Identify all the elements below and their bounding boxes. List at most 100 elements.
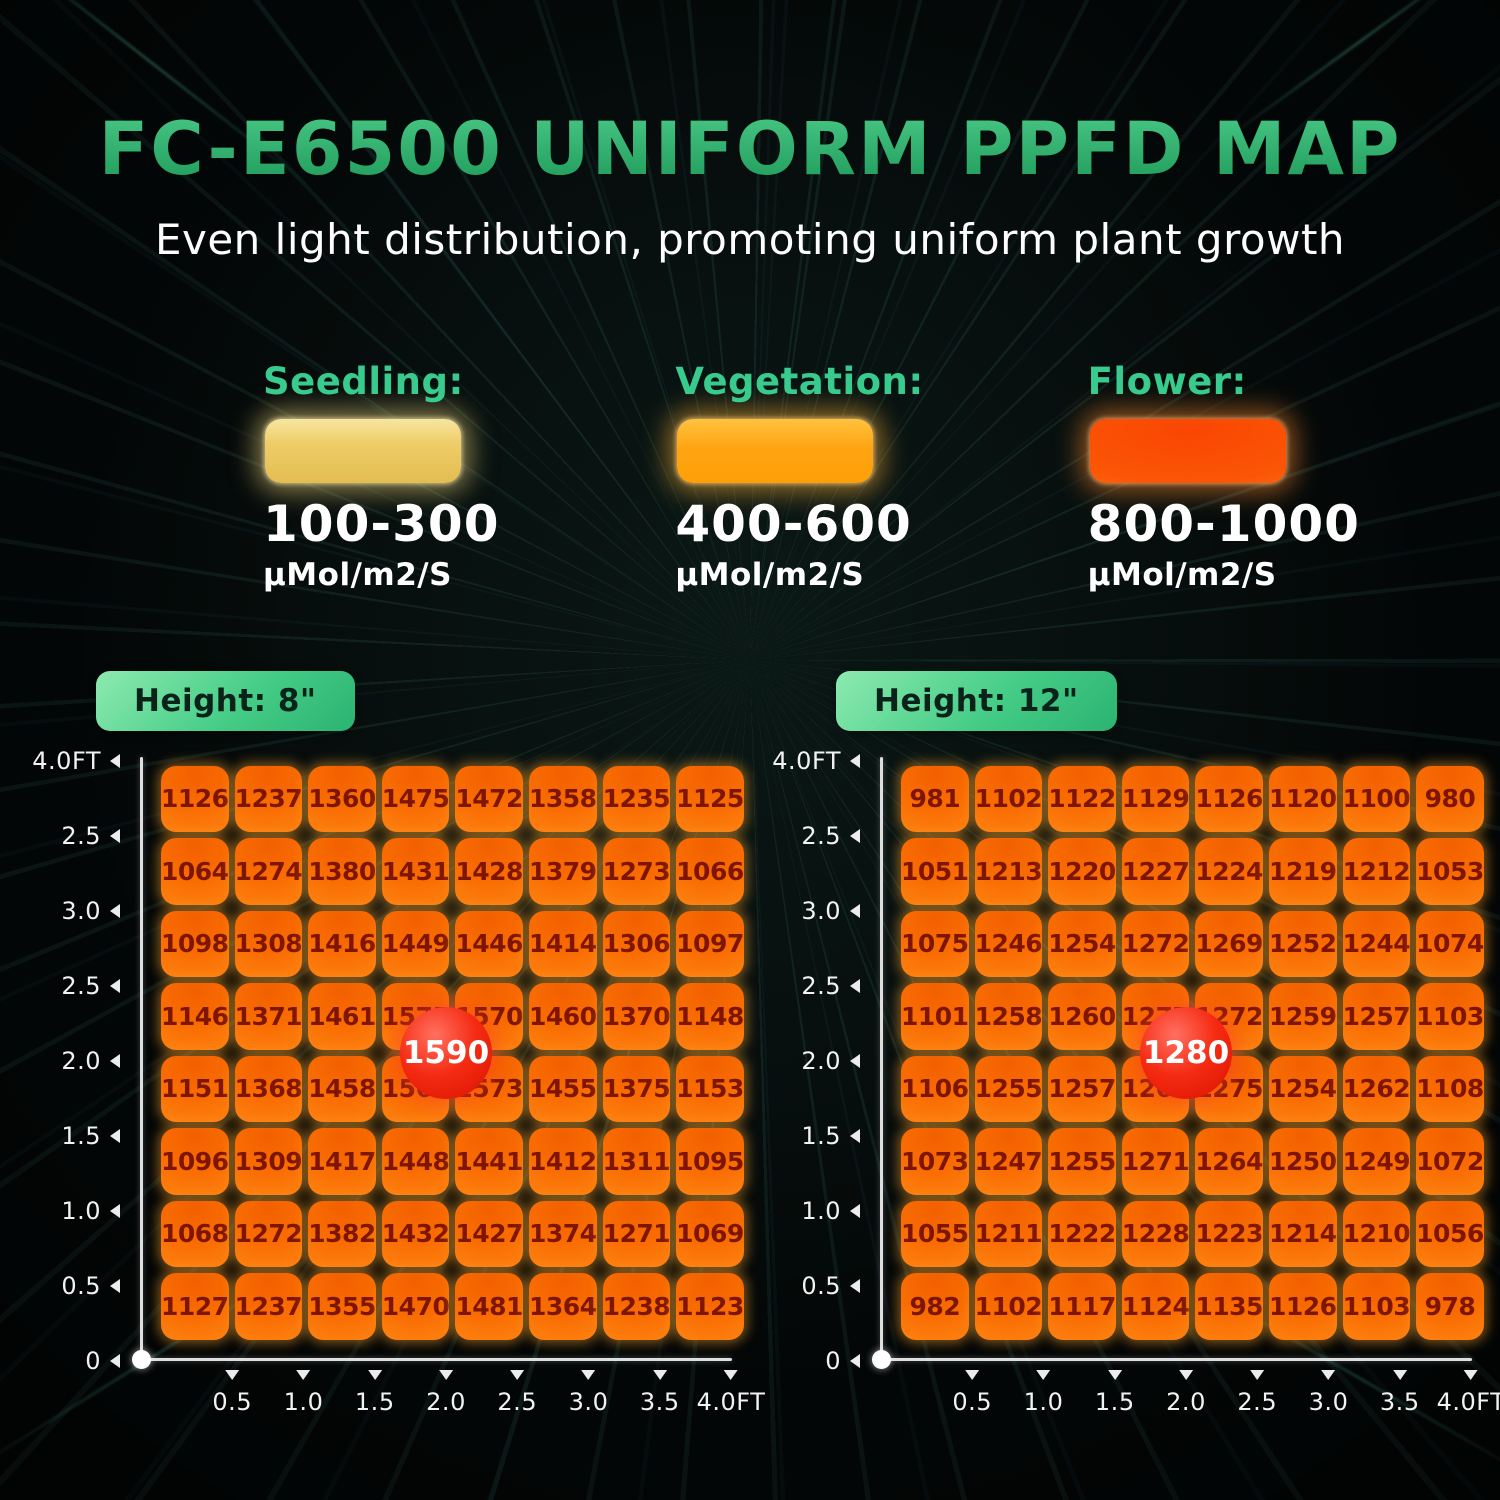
center-value-badge: 1590 <box>400 1006 492 1099</box>
tick-arrow-icon <box>1178 1369 1193 1380</box>
y-axis-tick: 2.5 <box>801 972 860 1000</box>
ppfd-cell: 1311 <box>602 1128 671 1195</box>
ppfd-cell: 1412 <box>528 1128 597 1195</box>
legend-stage-label: Vegetation: <box>675 359 924 403</box>
y-axis-label: 2.5 <box>61 971 101 1000</box>
x-axis-tick: 2.0 <box>426 1369 466 1416</box>
tick-arrow-icon <box>110 903 120 918</box>
ppfd-cell: 1151 <box>161 1055 229 1123</box>
ppfd-cell: 1126 <box>1268 1273 1337 1340</box>
x-axis-tick: 2.0 <box>1166 1369 1206 1416</box>
x-axis-label: 2.5 <box>497 1387 538 1416</box>
x-axis-label: 3.0 <box>1308 1387 1349 1416</box>
ppfd-cell: 1247 <box>974 1128 1043 1195</box>
ppfd-cell: 1064 <box>161 838 229 905</box>
ppfd-cell: 1414 <box>528 910 597 978</box>
ppfd-cell: 1382 <box>308 1200 376 1268</box>
ppfd-cell: 1380 <box>308 838 376 905</box>
ppfd-cell: 1125 <box>676 765 744 833</box>
tick-arrow-icon <box>652 1369 667 1380</box>
ppfd-cell: 1416 <box>308 910 376 978</box>
ppfd-cell: 1124 <box>1121 1273 1190 1340</box>
y-axis-tick: 4.0FT <box>772 747 860 775</box>
tick-arrow-icon <box>850 1353 860 1368</box>
legend-swatch-seedling <box>265 418 461 483</box>
ppfd-cell: 1127 <box>161 1273 229 1340</box>
ppfd-cell: 1066 <box>676 838 744 905</box>
y-axis: 4.0FT 2.5 3.0 2.5 2.0 1.5 1.0 0.5 0 <box>768 747 864 1375</box>
x-axis-label: 3.0 <box>568 1387 609 1416</box>
ppfd-cell: 1103 <box>1416 983 1484 1050</box>
ppfd-cell: 1257 <box>1048 1055 1116 1123</box>
ppfd-cell: 1371 <box>234 983 303 1050</box>
ppfd-grid: 1590 1126 1237 1360 1475 1472 1358 1235 1125 106… <box>161 765 744 1340</box>
height-badge: Height: 12" <box>836 670 1117 731</box>
tick-arrow-icon <box>438 1369 453 1380</box>
tick-arrow-icon <box>850 1278 860 1293</box>
ppfd-cell: 1073 <box>901 1128 969 1195</box>
tick-arrow-icon <box>1036 1369 1051 1380</box>
y-axis-tick: 3.0 <box>801 897 860 925</box>
x-axis-label: 2.0 <box>426 1387 466 1416</box>
ppfd-cell: 1051 <box>901 838 969 905</box>
ppfd-cell: 1227 <box>1121 838 1190 905</box>
x-axis: 0.5 1.0 1.5 2.0 2.5 3.0 3.5 4.0FT <box>161 1361 765 1421</box>
ppfd-cell: 1271 <box>1121 1128 1190 1195</box>
y-axis-label: 2.5 <box>801 971 841 1000</box>
tick-arrow-icon <box>724 1369 738 1380</box>
ppfd-cell: 1212 <box>1342 838 1411 905</box>
tick-arrow-icon <box>110 753 120 768</box>
ppfd-cell: 1100 <box>1342 765 1411 833</box>
ppfd-cell: 1228 <box>1121 1200 1190 1268</box>
ppfd-cell: 1146 <box>161 983 229 1050</box>
ppfd-chart-height-12in: Height: 12" 4.0FT 2.5 3.0 2.5 2.0 1.5 1.0 0.5 0 … <box>768 670 1500 1416</box>
ppfd-cell: 1129 <box>1121 765 1190 833</box>
x-axis-tick: 3.5 <box>640 1369 680 1416</box>
x-axis-tick: 1.5 <box>354 1369 395 1416</box>
ppfd-cell: 1272 <box>1121 910 1190 978</box>
ppfd-cell: 1220 <box>1048 838 1116 905</box>
y-axis-label: 1.5 <box>801 1121 841 1150</box>
y-axis-tick: 0.5 <box>801 1272 860 1300</box>
ppfd-cell: 1250 <box>1268 1128 1337 1195</box>
ppfd-cell: 1211 <box>974 1200 1043 1268</box>
heatmap-plot: 4.0FT 2.5 3.0 2.5 2.0 1.5 1.0 0.5 0 1280 981 1102… <box>768 747 1500 1416</box>
x-axis-label: 1.5 <box>354 1387 395 1416</box>
y-axis-label: 3.0 <box>61 896 101 925</box>
y-axis-tick: 3.0 <box>61 897 120 925</box>
y-axis-line <box>140 756 143 1361</box>
ppfd-grid: 1280 981 1102 1122 1129 1126 1120 1100 980 1051 1… <box>901 765 1484 1340</box>
ppfd-cell: 1254 <box>1268 1055 1337 1123</box>
origin-dot <box>132 1349 151 1369</box>
ppfd-cell: 1448 <box>381 1128 450 1195</box>
y-axis-label: 0 <box>85 1346 101 1375</box>
legend-item-flower: Flower: 800-1000 µMol/m2/S <box>1088 360 1500 593</box>
ppfd-cell: 1096 <box>161 1128 229 1195</box>
y-axis-tick: 4.0FT <box>32 747 120 775</box>
x-axis-tick: 2.5 <box>497 1369 538 1416</box>
tick-arrow-icon <box>110 1128 120 1143</box>
legend-swatch-flower <box>1089 418 1286 483</box>
tick-arrow-icon <box>296 1369 311 1380</box>
ppfd-cell: 1126 <box>1195 765 1263 833</box>
ppfd-cell: 1072 <box>1416 1128 1484 1195</box>
page-subtitle: Even light distribution, promoting unifo… <box>154 214 1346 264</box>
ppfd-cell: 1258 <box>974 983 1043 1050</box>
y-axis-label: 1.5 <box>61 1121 101 1150</box>
ppfd-cell: 1306 <box>602 910 671 978</box>
x-axis-tick: 3.5 <box>1380 1369 1420 1416</box>
ppfd-cell: 1431 <box>381 838 450 905</box>
x-axis-label: 2.0 <box>1166 1387 1206 1416</box>
tick-arrow-icon <box>110 1278 120 1293</box>
x-axis-label: 2.5 <box>1237 1387 1278 1416</box>
tick-arrow-icon <box>965 1369 980 1380</box>
x-axis-label: 1.0 <box>1023 1387 1064 1416</box>
ppfd-cell: 1238 <box>602 1273 671 1340</box>
ppfd-cell: 1095 <box>676 1128 744 1195</box>
y-axis-line <box>880 756 883 1361</box>
x-axis-tick: 0.5 <box>212 1369 252 1416</box>
plot-axes: 1280 981 1102 1122 1129 1126 1120 1100 980 1051 1… <box>872 756 1500 1416</box>
legend-range: 800-1000 <box>1087 494 1360 553</box>
height-badge: Height: 8" <box>96 670 355 731</box>
